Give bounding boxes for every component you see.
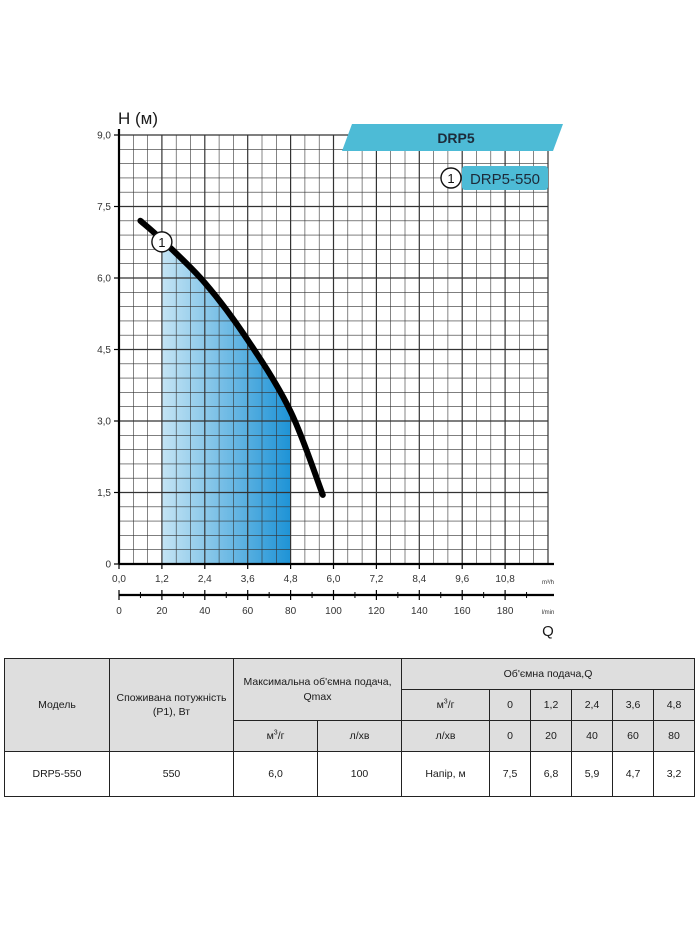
secondary-tick-label: 20 xyxy=(156,606,168,617)
spec-table: Модель Споживана потужність (P1), Вт Мак… xyxy=(4,658,696,797)
y-tick-label: 3,0 xyxy=(97,417,111,428)
y-tick-label: 6,0 xyxy=(97,274,111,285)
x-tick-label: 1,2 xyxy=(155,574,169,585)
flow-m3-cell: 1,2 xyxy=(530,689,573,721)
row-head-cell: 3,2 xyxy=(653,751,696,797)
row-qmax-m3: 6,0 xyxy=(233,751,318,797)
x-tick-label: 0,0 xyxy=(112,574,126,585)
secondary-tick-label: 60 xyxy=(242,606,254,617)
row-head-cell: 5,9 xyxy=(571,751,614,797)
row-head-cell: 6,8 xyxy=(530,751,573,797)
qmax-unit-m3: м3/г xyxy=(233,720,318,752)
pump-performance-chart: 1 0 1,5 3,0 4,5 6,0 7,5 9,0 0,0 1,2 2,4 3,6 4,8 6,0 7… xyxy=(97,109,563,640)
x-tick-label: 7,2 xyxy=(369,574,383,585)
row-model: DRP5-550 xyxy=(4,751,110,797)
secondary-tick-label: 0 xyxy=(116,606,122,617)
secondary-tick-label: 180 xyxy=(497,606,514,617)
row-head-label: Напір, м xyxy=(401,751,491,797)
legend-marker-circle xyxy=(440,167,462,189)
flow-m3-cell: 2,4 xyxy=(571,689,614,721)
secondary-tick-label: 100 xyxy=(325,606,342,617)
header-power: Споживана потужність (P1), Вт xyxy=(109,658,234,752)
x-tick-label: 10,8 xyxy=(495,574,515,585)
x-unit-primary: m³/h xyxy=(542,580,554,586)
working-range-area xyxy=(161,239,291,564)
curve-marker-circle xyxy=(151,231,173,253)
header-flow: Об'ємна подача,Q xyxy=(401,658,696,690)
y-axis-title: H (м) xyxy=(118,109,158,128)
row-head-cell: 7,5 xyxy=(489,751,532,797)
secondary-tick-label: 160 xyxy=(454,606,471,617)
header-model: Модель xyxy=(4,658,110,752)
flow-m3-cell: 0 xyxy=(489,689,532,721)
secondary-tick-label: 80 xyxy=(285,606,297,617)
flow-m3-cell: 4,8 xyxy=(653,689,696,721)
header-flow-unit-m3: м3/г xyxy=(401,689,491,721)
y-tick-label: 9,0 xyxy=(97,131,111,142)
flow-m3-cell: 3,6 xyxy=(612,689,655,721)
secondary-tick-label: 40 xyxy=(199,606,211,617)
x-tick-label: 2,4 xyxy=(198,574,212,585)
flow-lmin-cell: 0 xyxy=(489,720,532,752)
curve-marker-number: 1 xyxy=(158,235,165,250)
qmax-unit-lmin: л/хв xyxy=(316,720,403,752)
row-head-cell: 4,7 xyxy=(612,751,655,797)
chart-title: DRP5 xyxy=(437,130,475,146)
flow-lmin-cell: 80 xyxy=(653,720,696,752)
x-tick-label: 6,0 xyxy=(327,574,341,585)
flow-lmin-cell: 20 xyxy=(530,720,573,752)
y-tick-label: 0 xyxy=(105,560,111,571)
x-tick-label: 3,6 xyxy=(241,574,255,585)
header-flow-unit-lmin: л/хв xyxy=(401,720,491,752)
legend-label: DRP5-550 xyxy=(470,171,540,188)
legend-box xyxy=(462,166,548,190)
x-axis-title: Q xyxy=(542,623,554,640)
x-unit-secondary: l/min xyxy=(542,610,555,616)
x-tick-label: 9,6 xyxy=(455,574,469,585)
legend-marker-number: 1 xyxy=(447,171,454,186)
flow-lmin-cell: 60 xyxy=(612,720,655,752)
title-banner xyxy=(342,124,563,151)
y-tick-label: 4,5 xyxy=(97,345,111,356)
header-qmax: Максимальна об'ємна подача, Qmax xyxy=(232,658,403,721)
secondary-tick-label: 120 xyxy=(368,606,385,617)
row-power: 550 xyxy=(109,751,234,797)
row-qmax-lmin: 100 xyxy=(316,751,403,797)
table-row: DRP5-550 550 6,0 100 Напір, м 7,5 6,8 5,… xyxy=(4,751,696,797)
y-tick-label: 7,5 xyxy=(97,202,111,213)
secondary-tick-label: 140 xyxy=(411,606,428,617)
y-tick-label: 1,5 xyxy=(97,488,111,499)
x-tick-label: 8,4 xyxy=(412,574,426,585)
x-tick-label: 4,8 xyxy=(284,574,298,585)
flow-lmin-cell: 40 xyxy=(571,720,614,752)
